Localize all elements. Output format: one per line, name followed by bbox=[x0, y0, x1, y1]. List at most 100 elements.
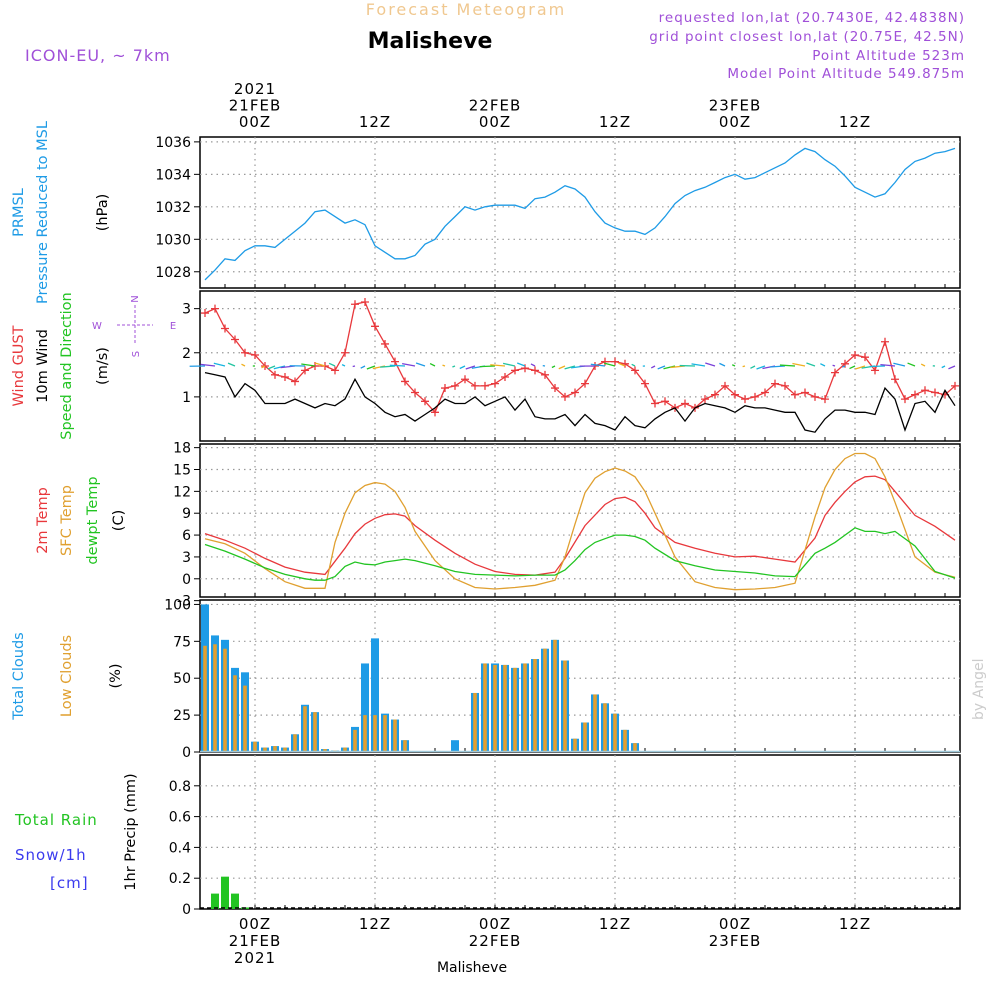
gust-point bbox=[531, 366, 539, 374]
bottom-title: Malisheve bbox=[437, 960, 507, 976]
low_clouds-bar bbox=[523, 663, 527, 752]
wind-arrow bbox=[732, 365, 735, 366]
low_clouds-bar bbox=[583, 722, 587, 752]
y-tick-label: 3 bbox=[182, 550, 191, 566]
gust-point bbox=[511, 366, 519, 374]
gust-point bbox=[741, 395, 749, 403]
precip-legend-item: Snow/1h bbox=[15, 846, 87, 864]
gust-point bbox=[681, 400, 689, 408]
gust-point bbox=[391, 358, 399, 366]
gust-point bbox=[441, 384, 449, 392]
sfc_temp-line bbox=[205, 454, 955, 590]
wind-arrow bbox=[416, 363, 425, 366]
top-time-label: 00Z bbox=[239, 113, 271, 131]
y-tick-label: 12 bbox=[173, 484, 191, 500]
gust-point bbox=[371, 322, 379, 330]
wind-arrow bbox=[806, 363, 815, 366]
low_clouds-bar bbox=[563, 661, 567, 752]
low_clouds-bar bbox=[613, 714, 617, 752]
low_clouds-bar bbox=[203, 646, 207, 752]
pressure-line bbox=[205, 148, 955, 280]
y-tick-label: 50 bbox=[173, 671, 191, 687]
wind-arrow bbox=[228, 363, 235, 366]
low_clouds-bar bbox=[243, 686, 247, 752]
bottom-time-label: 2021 bbox=[234, 949, 276, 967]
wind-arrow bbox=[921, 364, 925, 366]
gust-point bbox=[911, 391, 919, 399]
info-requested-lonlat: requested lon,lat (20.7430E, 42.4838N) bbox=[659, 10, 965, 26]
low_clouds-bar bbox=[393, 720, 397, 752]
wind-ylabel: 10m Wind bbox=[35, 329, 51, 403]
rain-bar bbox=[211, 894, 219, 909]
low_clouds-bar bbox=[543, 649, 547, 752]
y-tick-label: 100 bbox=[164, 597, 191, 613]
precip-legend-item: [cm] bbox=[50, 874, 89, 892]
y-tick-label: 0 bbox=[182, 572, 191, 588]
bottom-time-label: 12Z bbox=[839, 915, 871, 933]
low_clouds-bar bbox=[623, 730, 627, 752]
compass-west: W bbox=[92, 321, 102, 332]
bottom-time-label: 23FEB bbox=[709, 932, 761, 950]
top-time-label: 00Z bbox=[719, 113, 751, 131]
y-tick-label: 0 bbox=[182, 902, 191, 918]
info-point-altitude: Point Altitude 523m bbox=[812, 48, 965, 64]
bottom-time-label: 00Z bbox=[479, 915, 511, 933]
low_clouds-bar bbox=[303, 706, 307, 752]
wind-arrow bbox=[719, 363, 725, 366]
wind-arrow bbox=[833, 365, 835, 366]
compass-south: S bbox=[131, 351, 142, 357]
wind-arrow bbox=[850, 366, 856, 369]
wind-arrow bbox=[443, 365, 445, 366]
gust-point bbox=[451, 382, 459, 390]
low_clouds-bar bbox=[513, 668, 517, 752]
wind-arrow bbox=[214, 363, 225, 366]
low_clouds-bar bbox=[573, 739, 577, 752]
low_clouds-bar bbox=[313, 712, 317, 752]
y-tick-label: 1036 bbox=[155, 135, 191, 151]
gust-point bbox=[611, 358, 619, 366]
y-tick-label: 0.6 bbox=[169, 810, 191, 826]
wind-arrow bbox=[329, 363, 335, 366]
low_clouds-bar bbox=[353, 730, 357, 752]
gust-line bbox=[205, 302, 955, 412]
station-title: Malisheve bbox=[368, 29, 493, 54]
wind-arrow bbox=[604, 363, 615, 366]
low_clouds-bar bbox=[493, 665, 497, 752]
y-tick-label: 15 bbox=[173, 463, 191, 479]
y-tick-label: 1 bbox=[182, 390, 191, 406]
wind-arrow bbox=[390, 365, 405, 366]
wind-arrow bbox=[552, 366, 555, 368]
top-time-label: 12Z bbox=[359, 113, 391, 131]
temperature-ylabel: (C) bbox=[111, 510, 127, 531]
wind-arrow bbox=[517, 363, 525, 366]
top-time-label: 12Z bbox=[839, 113, 871, 131]
temperature-ylabel: dewpt Temp bbox=[85, 476, 101, 564]
gust-point bbox=[901, 395, 909, 403]
top-time-label: 00Z bbox=[479, 113, 511, 131]
low_clouds-bar bbox=[233, 675, 237, 752]
low_clouds-bar bbox=[533, 659, 537, 752]
low_clouds-bar bbox=[503, 665, 507, 752]
low_clouds-bar bbox=[603, 703, 607, 752]
y-tick-label: 0 bbox=[182, 745, 191, 761]
gust-point bbox=[661, 397, 669, 405]
gust-point bbox=[881, 338, 889, 346]
wind-arrow bbox=[651, 366, 655, 368]
wind-arrow bbox=[705, 363, 715, 366]
y-tick-label: 6 bbox=[182, 528, 191, 544]
y-tick-label: 1028 bbox=[155, 265, 191, 281]
gust-point bbox=[921, 386, 929, 394]
gust-point bbox=[341, 349, 349, 357]
y-tick-label: 3 bbox=[182, 302, 191, 318]
low_clouds-bar bbox=[373, 715, 377, 752]
gust-point bbox=[201, 309, 209, 317]
wind-arrow bbox=[942, 366, 945, 368]
pressure-ylabel: PRMSL bbox=[11, 188, 27, 237]
wind-arrow bbox=[780, 365, 795, 366]
wind-ylabel: (m/s) bbox=[95, 347, 111, 385]
low_clouds-bar bbox=[253, 742, 257, 752]
clouds-ylabel: Total Clouds bbox=[11, 632, 27, 720]
